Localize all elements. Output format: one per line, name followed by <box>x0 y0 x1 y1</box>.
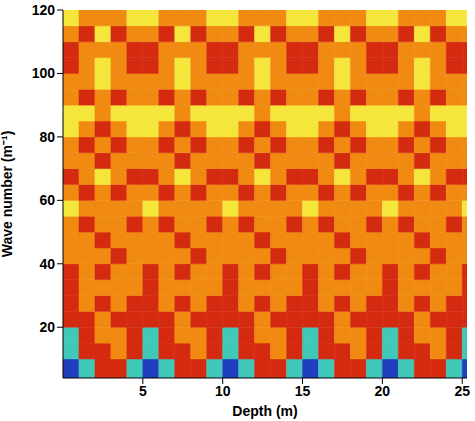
svg-text:25: 25 <box>454 383 470 399</box>
svg-text:40: 40 <box>39 256 55 272</box>
svg-text:120: 120 <box>32 2 56 18</box>
svg-text:10: 10 <box>215 383 231 399</box>
svg-text:Wave number (m⁻¹): Wave number (m⁻¹) <box>0 131 15 258</box>
svg-text:60: 60 <box>39 192 55 208</box>
svg-text:20: 20 <box>39 319 55 335</box>
svg-text:100: 100 <box>32 65 56 81</box>
svg-text:20: 20 <box>375 383 391 399</box>
svg-text:15: 15 <box>295 383 311 399</box>
svg-text:80: 80 <box>39 129 55 145</box>
svg-text:Depth (m): Depth (m) <box>232 403 297 419</box>
svg-text:5: 5 <box>139 383 147 399</box>
